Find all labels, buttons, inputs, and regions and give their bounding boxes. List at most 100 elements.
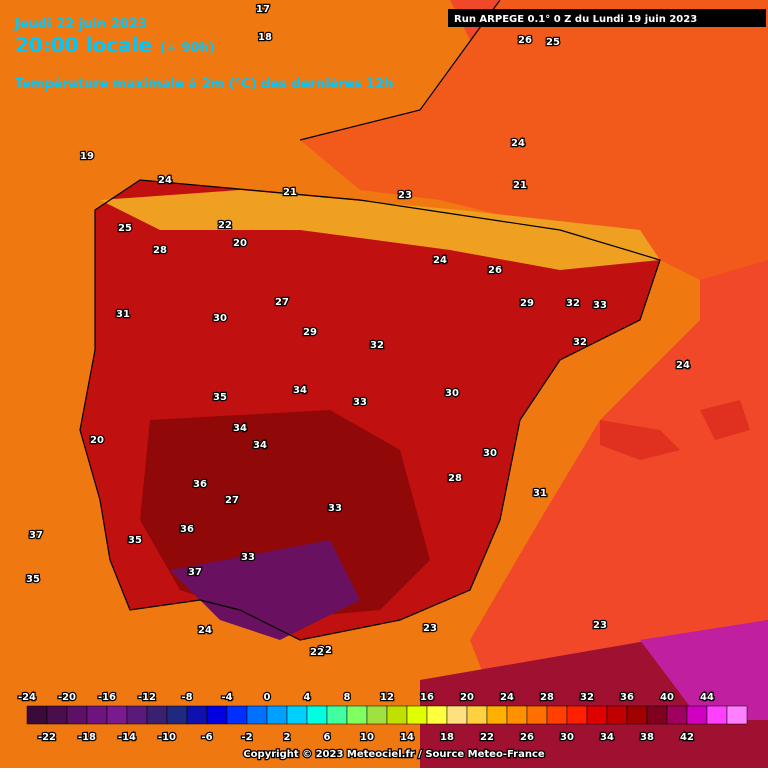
colorbar-swatch [626, 705, 648, 725]
colorbar-bottom-label: 2 [284, 732, 291, 743]
colorbar-top-label: 4 [304, 692, 311, 703]
temperature-label: 20 [233, 238, 247, 249]
colorbar-swatch [386, 705, 408, 725]
colorbar-top-label: -20 [58, 692, 76, 703]
colorbar-swatch [586, 705, 608, 725]
temperature-label: 24 [198, 625, 212, 636]
temperature-label: 17 [256, 4, 270, 15]
colorbar-bottom-label: 10 [360, 732, 374, 743]
temperature-label: 32 [370, 340, 384, 351]
colorbar-top-label: 40 [660, 692, 674, 703]
map-labels: 17 18 19 24 23 21 22 25 26 24 20 28 27 30 29 31 33 32 35 34… [25, 3, 691, 660]
colorbar-swatch [366, 705, 388, 725]
temperature-label: 30 [213, 313, 227, 324]
colorbar-swatch [426, 705, 448, 725]
iberia-hottest [170, 540, 360, 640]
temperature-label: 23 [423, 623, 437, 634]
france [300, 0, 768, 280]
temperature-label: 31 [533, 488, 547, 499]
temperature-label: 34 [233, 423, 247, 434]
temperature-label: 25 [546, 37, 560, 48]
colorbar-top-label: -24 [18, 692, 36, 703]
temperature-label: 28 [448, 473, 462, 484]
temperature-label: 33 [353, 397, 367, 408]
colorbar-swatch [446, 705, 468, 725]
colorbar-swatch [146, 705, 168, 725]
colorbar-swatch [526, 705, 548, 725]
colorbar-swatch [66, 705, 88, 725]
temperature-label: 32 [573, 337, 587, 348]
colorbar-swatch [346, 705, 368, 725]
temperature-label: 36 [180, 524, 194, 535]
temperature-label: 37 [188, 567, 202, 578]
colorbar-swatch [26, 705, 48, 725]
temperature-label: 35 [26, 574, 40, 585]
colorbar-swatch [186, 705, 208, 725]
colorbar-bottom-label: 30 [560, 732, 574, 743]
temperature-label: 26 [518, 35, 532, 46]
temperature-label: 24 [511, 138, 525, 149]
copyright: Copyright © 2023 Meteociel.fr / Source M… [243, 749, 545, 760]
colorbar-top-label: -12 [138, 692, 156, 703]
colorbar-bottom-label: 6 [324, 732, 331, 743]
temperature-label: 27 [225, 495, 239, 506]
temperature-label: 33 [593, 300, 607, 311]
colorbar-swatch [246, 705, 268, 725]
parameter: Température maximale à 2m (°C) des derni… [15, 77, 393, 92]
colorbar-swatch [106, 705, 128, 725]
colorbar-swatch [46, 705, 68, 725]
temperature-label: 26 [488, 265, 502, 276]
colorbar-swatch [506, 705, 528, 725]
temperature-label: 24 [158, 175, 172, 186]
colorbar-top-label: 28 [540, 692, 554, 703]
temperature-label: 19 [80, 151, 94, 162]
colorbar-bottom-label: -10 [158, 732, 176, 743]
colorbar-top-label: -4 [221, 692, 232, 703]
run-info: Run ARPEGE 0.1° 0 Z du Lundi 19 juin 202… [454, 14, 697, 25]
temperature-label: 21 [283, 187, 297, 198]
temperature-label: 31 [116, 309, 130, 320]
colorbar-top-label: 12 [380, 692, 394, 703]
colorbar-swatch [86, 705, 108, 725]
colorbar-swatch [566, 705, 588, 725]
run-box [448, 9, 766, 27]
colorbar-bottom-label: 34 [600, 732, 614, 743]
temperature-label: 34 [293, 385, 307, 396]
temperature-label: 37 [29, 530, 43, 541]
colorbar-bottom-label: 18 [440, 732, 454, 743]
colorbar-top-label: 20 [460, 692, 474, 703]
temperature-label: 23 [398, 190, 412, 201]
colorbar-swatch [606, 705, 628, 725]
colorbar-bottom-label: 42 [680, 732, 694, 743]
colorbar-swatch [126, 705, 148, 725]
colorbar-swatch [486, 705, 508, 725]
colorbar-bottom-label: -14 [118, 732, 136, 743]
temperature-label: 33 [241, 552, 255, 563]
temperature-label: 29 [520, 298, 534, 309]
colorbar-top-label: 32 [580, 692, 594, 703]
temperature-label: 22 [310, 647, 324, 658]
colorbar-swatch [706, 705, 728, 725]
temperature-label: 30 [445, 388, 459, 399]
colorbar-bottom-label: 22 [480, 732, 494, 743]
balearic-islands [600, 400, 750, 460]
colorbar-swatch [406, 705, 428, 725]
colorbar-swatch [646, 705, 668, 725]
temperature-label: 18 [258, 32, 272, 43]
temperature-label: 23 [593, 620, 607, 631]
colorbar-top-label: 0 [264, 692, 271, 703]
temperature-label: 35 [213, 392, 227, 403]
africa-hot [640, 620, 768, 720]
colorbar: -24 -20 -16 -12 -8 -4 0 4 8 12 16 20 24 28 32 36 40 44-22… [17, 691, 748, 744]
colorbar-swatch [226, 705, 248, 725]
colorbar-bottom-label: -6 [201, 732, 212, 743]
temperature-label: 36 [193, 479, 207, 490]
colorbar-bottom-label: -22 [38, 732, 56, 743]
colorbar-swatch [666, 705, 688, 725]
colorbar-top-label: 8 [344, 692, 351, 703]
colorbar-swatch [306, 705, 328, 725]
temperature-label: 27 [275, 297, 289, 308]
temperature-label: 32 [566, 298, 580, 309]
colorbar-top-label: 24 [500, 692, 514, 703]
